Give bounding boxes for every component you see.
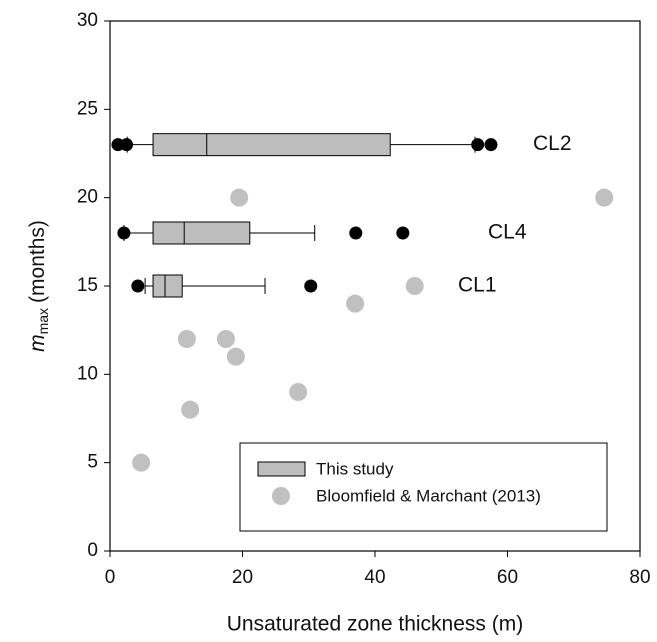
group-label: CL4 [488, 221, 527, 244]
outlier [484, 138, 498, 152]
outlier [120, 138, 134, 152]
box [152, 221, 251, 245]
box [152, 133, 391, 157]
legend-box-swatch [257, 461, 306, 477]
x-tick-label: 60 [497, 567, 518, 588]
group-label: CL1 [458, 274, 497, 297]
y-label-subscript: max [35, 308, 51, 334]
scatter-point [216, 330, 235, 348]
outlier [396, 226, 410, 240]
y-tick-label: 5 [87, 452, 98, 473]
scatter-point [405, 277, 424, 295]
y-axis-label: mmax (months) [26, 220, 51, 352]
outlier [349, 226, 363, 240]
x-axis-label: Unsaturated zone thickness (m) [227, 613, 523, 636]
x-tick-label: 40 [364, 567, 385, 588]
y-tick-label: 25 [77, 98, 98, 119]
y-label-symbol: m [26, 334, 49, 352]
scatter-point [177, 330, 196, 348]
scatter-point [595, 188, 614, 207]
legend-frame [239, 442, 608, 532]
outlier [117, 226, 131, 240]
outlier [304, 279, 318, 293]
y-tick-label: 20 [77, 187, 98, 208]
legend-label: This study [316, 459, 394, 478]
legend-dot-swatch [272, 487, 290, 505]
scatter-point [132, 453, 151, 472]
x-tick-label: 20 [232, 567, 253, 588]
scatter-point [230, 188, 249, 207]
group-label: CL2 [533, 132, 572, 155]
scatter-point [346, 294, 365, 313]
box [152, 274, 183, 298]
y-tick-label: 15 [77, 275, 98, 296]
legend-label: Bloomfield & Marchant (2013) [316, 486, 541, 505]
y-tick-label: 30 [77, 10, 98, 31]
y-tick-label: 10 [77, 363, 98, 384]
outlier [131, 279, 145, 293]
x-tick-label: 0 [105, 567, 116, 588]
scatter-point [226, 347, 245, 366]
y-tick-label: 0 [87, 540, 98, 561]
y-label-unit: (months) [26, 220, 49, 303]
x-tick-label: 80 [629, 567, 650, 588]
scatter-point [289, 383, 308, 401]
outlier [471, 138, 485, 152]
scatter-point [181, 400, 200, 419]
